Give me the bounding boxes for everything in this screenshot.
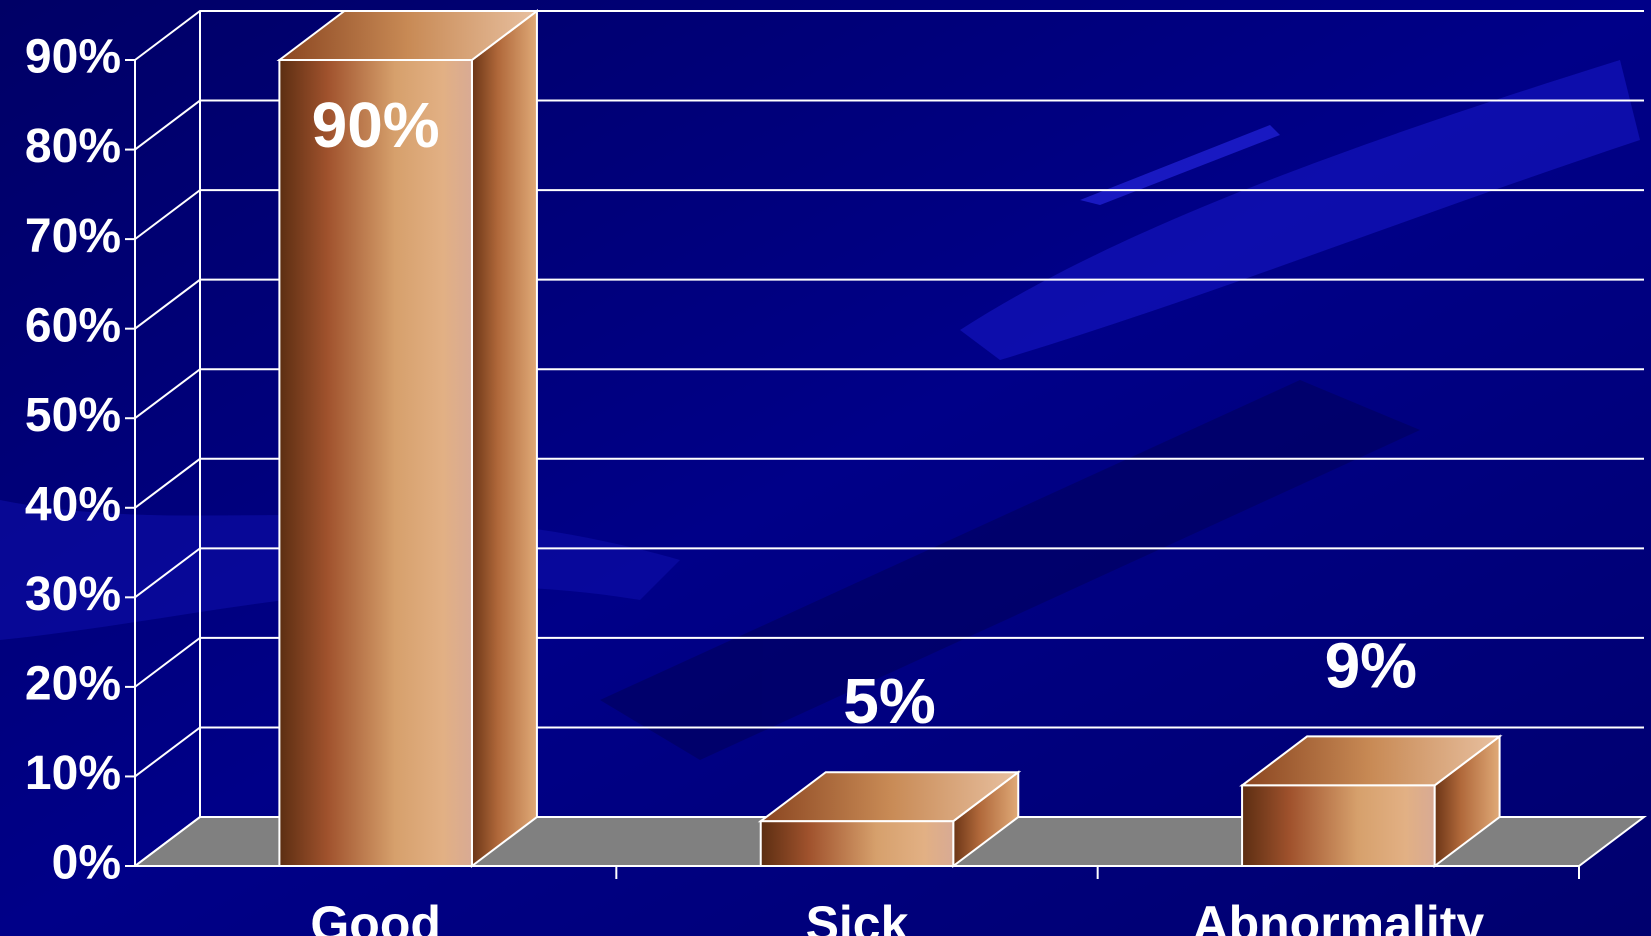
chart: 0% 10% 20% 30% 40% 50% 60% 70% 80% 90% 90% Good 5% Si… [0, 0, 1651, 936]
y-tick-label: 70% [25, 210, 121, 263]
bar [1242, 785, 1435, 866]
data-label: 5% [843, 665, 936, 737]
y-tick-label: 0% [52, 837, 121, 890]
data-label: 9% [1325, 629, 1418, 701]
y-tick-label: 90% [25, 31, 121, 84]
y-tick-label: 50% [25, 389, 121, 442]
data-label: 90% [312, 89, 440, 161]
y-tick-label: 60% [25, 299, 121, 352]
page: {"chart_data": {"type": "bar3d", "catego… [0, 0, 1651, 936]
x-tick-label: Good [310, 896, 441, 936]
y-tick-label: 40% [25, 478, 121, 531]
y-tick-label: 10% [25, 747, 121, 800]
bar [279, 60, 472, 866]
x-tick-label: Abnormality [1192, 896, 1484, 936]
bar-side [472, 11, 537, 866]
y-tick-label: 30% [25, 568, 121, 621]
y-tick-label: 20% [25, 658, 121, 711]
y-tick-label: 80% [25, 120, 121, 173]
x-tick-label: Sick [806, 896, 909, 936]
bar [761, 821, 954, 866]
